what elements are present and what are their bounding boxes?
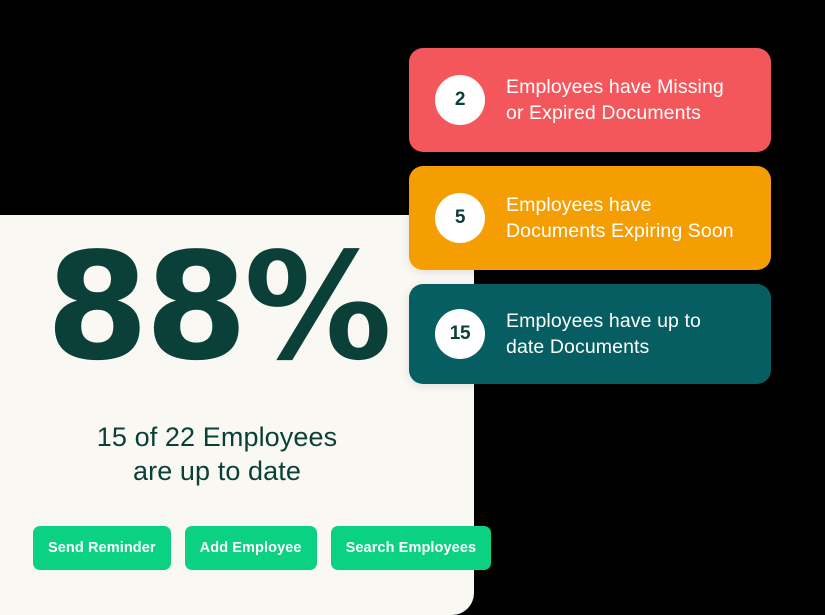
status-card-up-to-date[interactable]: 15 Employees have up to date Documents (409, 284, 771, 384)
status-count-badge: 15 (435, 309, 485, 359)
status-card-expiring-soon[interactable]: 5 Employees have Documents Expiring Soon (409, 166, 771, 270)
status-count-badge: 5 (435, 193, 485, 243)
status-card-label: Employees have Missing or Expired Docume… (506, 74, 724, 126)
status-count-badge: 2 (435, 75, 485, 125)
send-reminder-button[interactable]: Send Reminder (33, 526, 171, 570)
status-card-label: Employees have Documents Expiring Soon (506, 192, 734, 244)
search-employees-button[interactable]: Search Employees (330, 526, 492, 570)
compliance-subtitle-line-2: are up to date (132, 456, 302, 486)
percent-display: 88% (0, 233, 474, 381)
status-card-label-line-2: Documents Expiring Soon (506, 220, 734, 242)
add-employee-button[interactable]: Add Employee (184, 526, 317, 570)
compliance-percent-value: 88% (45, 221, 392, 393)
compliance-subtitle: 15 of 22 Employees are up to date (0, 420, 474, 488)
status-card-label: Employees have up to date Documents (506, 308, 701, 360)
document-status-card-stack: 2 Employees have Missing or Expired Docu… (409, 48, 771, 398)
employee-compliance-summary-panel: 88% 15 of 22 Employees are up to date Se… (0, 215, 492, 615)
status-card-label-line-2: date Documents (506, 336, 650, 358)
status-card-label-line-2: or Expired Documents (506, 102, 701, 124)
status-card-missing-or-expired[interactable]: 2 Employees have Missing or Expired Docu… (409, 48, 771, 152)
action-button-row: Send Reminder Add Employee Search Employ… (33, 526, 492, 570)
status-card-label-line-1: Employees have up to (506, 310, 701, 332)
status-card-label-line-1: Employees have (506, 194, 652, 216)
compliance-subtitle-line-1: 15 of 22 Employees (96, 422, 338, 452)
status-card-label-line-1: Employees have Missing (506, 76, 724, 98)
